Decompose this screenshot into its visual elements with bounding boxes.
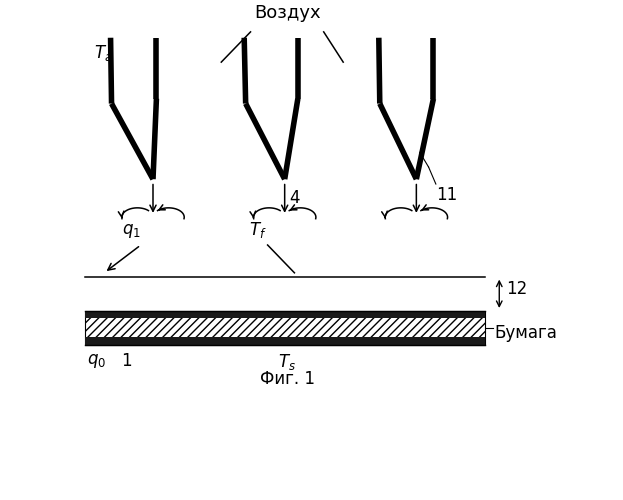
Text: $T_s$: $T_s$ [278, 352, 296, 372]
Text: $T_f$: $T_f$ [249, 220, 267, 240]
Text: $T_a$: $T_a$ [95, 42, 113, 62]
Bar [85, 338, 485, 345]
Bar [85, 311, 485, 345]
Bar [85, 311, 485, 345]
Text: $q_0$: $q_0$ [87, 352, 107, 370]
Text: 4: 4 [290, 189, 300, 207]
Text: 12: 12 [506, 280, 528, 298]
Bar [85, 311, 485, 318]
Text: Воздух: Воздух [254, 4, 320, 22]
Text: $q_1$: $q_1$ [121, 222, 141, 240]
Text: Фиг. 1: Фиг. 1 [260, 370, 315, 388]
Text: Бумага: Бумага [495, 324, 557, 342]
Text: 11: 11 [436, 186, 457, 204]
Text: 1: 1 [121, 352, 131, 370]
